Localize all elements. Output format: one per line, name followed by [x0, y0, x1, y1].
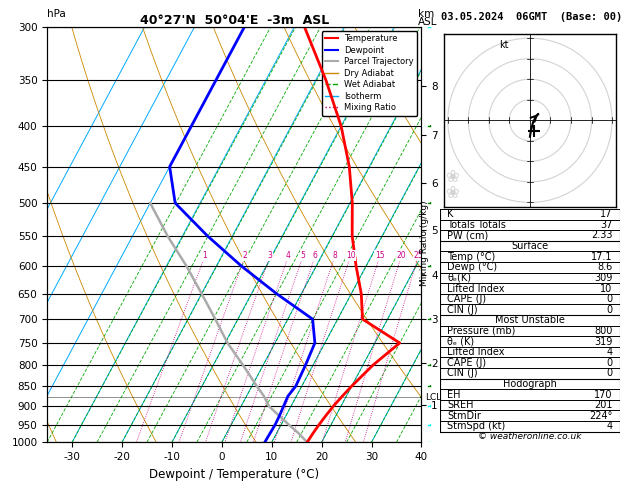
- Text: StmDir: StmDir: [447, 411, 481, 421]
- Text: 25: 25: [414, 251, 423, 260]
- Text: ❀: ❀: [445, 184, 459, 202]
- Text: 17: 17: [600, 209, 613, 219]
- Text: K: K: [447, 209, 454, 219]
- Text: 6: 6: [313, 251, 318, 260]
- Text: θₑ (K): θₑ (K): [447, 336, 475, 347]
- Title: 40°27'N  50°04'E  -3m  ASL: 40°27'N 50°04'E -3m ASL: [140, 14, 329, 27]
- Text: 0: 0: [606, 305, 613, 315]
- Text: 10: 10: [600, 283, 613, 294]
- Text: 0: 0: [606, 358, 613, 368]
- Text: Temp (°C): Temp (°C): [447, 252, 496, 261]
- Text: 37: 37: [600, 220, 613, 230]
- Text: Lifted Index: Lifted Index: [447, 347, 505, 357]
- Text: ❀: ❀: [445, 168, 459, 186]
- Text: CAPE (J): CAPE (J): [447, 358, 487, 368]
- Text: Totals Totals: Totals Totals: [447, 220, 506, 230]
- Legend: Temperature, Dewpoint, Parcel Trajectory, Dry Adiabat, Wet Adiabat, Isotherm, Mi: Temperature, Dewpoint, Parcel Trajectory…: [322, 31, 417, 116]
- Text: 2.33: 2.33: [591, 230, 613, 241]
- Text: Pressure (mb): Pressure (mb): [447, 326, 516, 336]
- Text: 8: 8: [333, 251, 337, 260]
- Text: 5: 5: [301, 251, 306, 260]
- Text: CIN (J): CIN (J): [447, 305, 478, 315]
- Text: Surface: Surface: [511, 241, 548, 251]
- Text: 224°: 224°: [589, 411, 613, 421]
- Text: hPa: hPa: [47, 9, 66, 19]
- Text: km: km: [418, 9, 435, 19]
- Text: 4: 4: [606, 421, 613, 432]
- Text: 309: 309: [594, 273, 613, 283]
- Text: 03.05.2024  06GMT  (Base: 00): 03.05.2024 06GMT (Base: 00): [441, 12, 622, 22]
- Text: EH: EH: [447, 390, 461, 399]
- Text: 201: 201: [594, 400, 613, 410]
- Text: 8.6: 8.6: [597, 262, 613, 272]
- Text: 3: 3: [268, 251, 272, 260]
- Text: 20: 20: [397, 251, 406, 260]
- Text: 10: 10: [346, 251, 355, 260]
- X-axis label: Dewpoint / Temperature (°C): Dewpoint / Temperature (°C): [149, 468, 320, 481]
- Text: 4: 4: [286, 251, 291, 260]
- Text: 0: 0: [606, 368, 613, 378]
- Text: CAPE (J): CAPE (J): [447, 294, 487, 304]
- Text: ASL: ASL: [418, 17, 438, 27]
- Text: StmSpd (kt): StmSpd (kt): [447, 421, 506, 432]
- Text: kt: kt: [499, 40, 509, 51]
- Text: 800: 800: [594, 326, 613, 336]
- Text: 1: 1: [203, 251, 208, 260]
- Text: 4: 4: [606, 347, 613, 357]
- Text: 0: 0: [606, 294, 613, 304]
- Text: Most Unstable: Most Unstable: [495, 315, 565, 325]
- Text: 17.1: 17.1: [591, 252, 613, 261]
- Text: © weatheronline.co.uk: © weatheronline.co.uk: [478, 433, 582, 441]
- Text: CIN (J): CIN (J): [447, 368, 478, 378]
- Text: LCL: LCL: [426, 393, 442, 402]
- Text: 319: 319: [594, 336, 613, 347]
- Text: 2: 2: [243, 251, 248, 260]
- Text: Mixing Ratio (g/kg): Mixing Ratio (g/kg): [420, 200, 429, 286]
- Text: Dewp (°C): Dewp (°C): [447, 262, 498, 272]
- Text: SREH: SREH: [447, 400, 474, 410]
- Text: 15: 15: [375, 251, 385, 260]
- Text: 170: 170: [594, 390, 613, 399]
- Text: Hodograph: Hodograph: [503, 379, 557, 389]
- Text: Lifted Index: Lifted Index: [447, 283, 505, 294]
- Text: θₑ(K): θₑ(K): [447, 273, 472, 283]
- Text: PW (cm): PW (cm): [447, 230, 489, 241]
